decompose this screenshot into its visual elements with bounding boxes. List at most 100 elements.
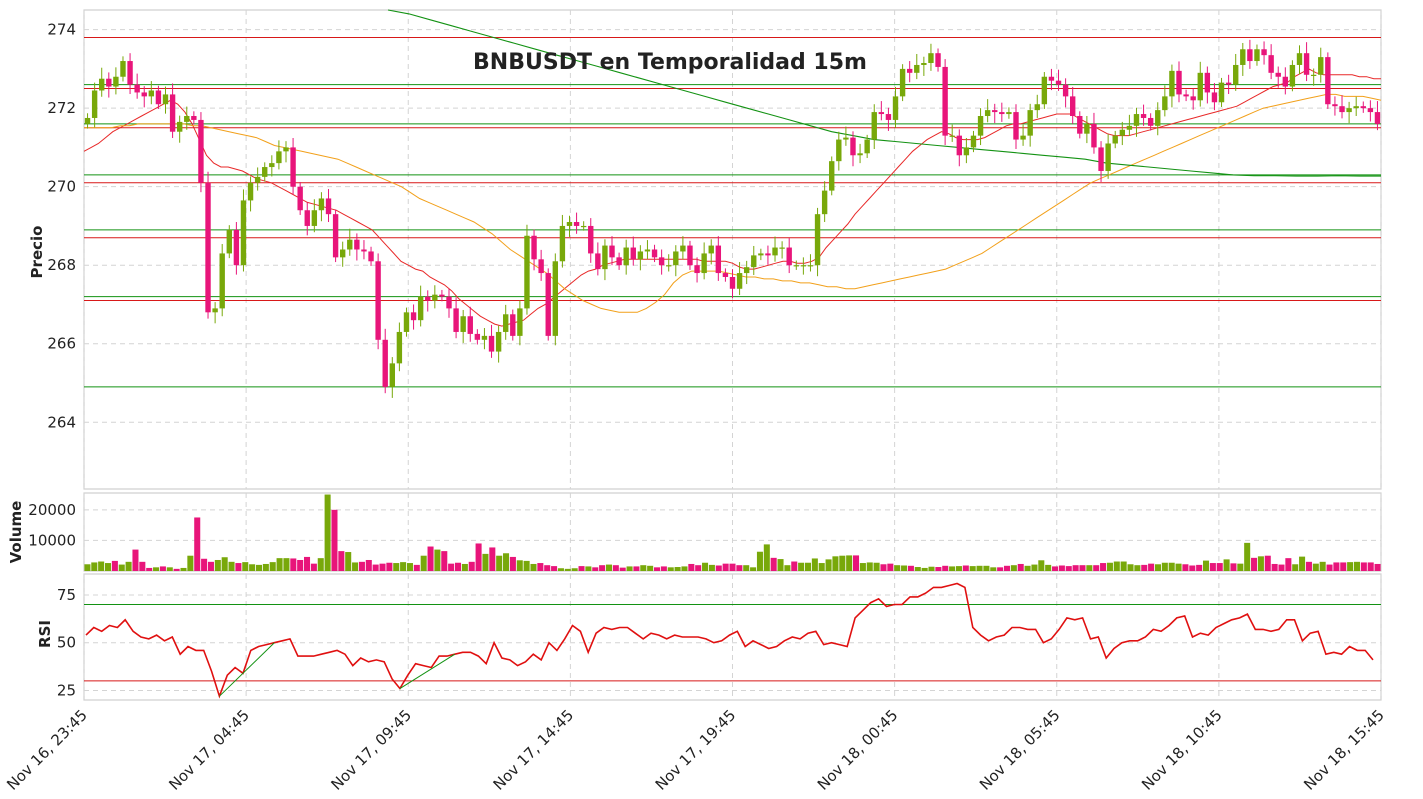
candle-body (984, 110, 991, 117)
volume-bar (1045, 564, 1052, 571)
candle-body (233, 229, 240, 266)
candle-body (836, 139, 842, 162)
rsi-trendline (219, 642, 275, 697)
volume-bar (832, 556, 839, 571)
candle-body (1027, 110, 1033, 136)
volume-bar (413, 564, 420, 571)
volume-bar (1319, 561, 1326, 571)
volume-bar (98, 561, 105, 571)
candle-body (1240, 49, 1246, 65)
candle-body (1218, 82, 1225, 103)
candle-body (1084, 123, 1090, 134)
y-tick-label: 264 (47, 413, 76, 431)
volume-bar (1285, 558, 1292, 571)
candle-body (361, 249, 367, 252)
candle-body (545, 273, 551, 336)
candle-body (595, 253, 601, 270)
candle-body (524, 235, 530, 309)
volume-bar (1292, 564, 1299, 571)
volume-bar (125, 561, 132, 571)
volume-bar (962, 565, 969, 571)
candle-body (850, 137, 856, 156)
volume-bar (592, 567, 599, 571)
candle-body (970, 135, 977, 148)
volume-bar (1360, 562, 1367, 571)
volume-bar (420, 555, 427, 571)
volume-bar (400, 562, 407, 571)
candle-body (205, 182, 211, 313)
candle-body (999, 112, 1005, 115)
volume-bar (571, 568, 578, 571)
volume-bar (489, 547, 496, 571)
volume-bar (207, 561, 214, 571)
volume-bar (118, 564, 125, 571)
candle-body (1119, 129, 1126, 136)
candle-body (673, 251, 679, 266)
candle-body (1077, 116, 1083, 134)
volume-bar (633, 566, 640, 571)
candle-body (871, 112, 877, 140)
volume-bar (214, 559, 221, 571)
rsi-plot (84, 582, 1381, 699)
volume-bar (201, 558, 208, 571)
candle-body (382, 339, 388, 387)
candle-body (694, 265, 700, 274)
volume-bar (386, 562, 393, 571)
volume-bar (1374, 563, 1381, 571)
volume-bar (372, 564, 379, 571)
candle-body (885, 114, 892, 120)
candle-body (779, 247, 785, 249)
candle-body (460, 316, 466, 332)
candle-body (892, 96, 899, 120)
candle-body (1155, 110, 1161, 126)
volume-bar (695, 565, 702, 571)
volume-bar (1052, 566, 1059, 571)
volume-bar (736, 565, 743, 571)
volume-bar (146, 567, 153, 571)
volume-bar (955, 566, 962, 571)
candle-body (666, 265, 672, 267)
candle-body (347, 239, 353, 250)
candle-body (680, 245, 686, 252)
candle-body (269, 163, 275, 168)
candle-body (1140, 114, 1147, 118)
candle-body (191, 116, 197, 120)
candle-body (793, 265, 799, 267)
candle-body (722, 273, 729, 277)
volume-bar (317, 558, 324, 571)
volume-bar (111, 560, 118, 571)
volume-bar (132, 549, 139, 571)
candle-body (510, 314, 516, 336)
volume-bar (352, 562, 359, 571)
volume-bar (1127, 564, 1134, 571)
candle-body (212, 308, 218, 313)
x-tick-label: Nov 17, 19:45 (652, 706, 740, 794)
volume-bar (84, 564, 91, 571)
volume-bar (777, 559, 784, 571)
volume-bar (482, 553, 489, 571)
candle-body (155, 90, 162, 105)
candle-body (1162, 96, 1168, 111)
volume-bar (818, 563, 825, 571)
candle-body (821, 190, 828, 215)
volume-bar (393, 563, 400, 571)
volume-bar (166, 567, 173, 571)
candle-body (1332, 104, 1338, 107)
volume-bar (1264, 555, 1271, 571)
y-tick-label: 10000 (28, 531, 76, 549)
candle-body (566, 222, 573, 226)
candle-body (829, 161, 835, 191)
candle-body (184, 116, 190, 122)
candle-body (290, 147, 296, 187)
candle-body (1105, 143, 1111, 171)
volume-bar (983, 565, 990, 571)
candle-body (651, 249, 658, 258)
volume-bar (544, 565, 551, 571)
sma-long-line (387, 9, 1381, 177)
volume-bar (249, 564, 256, 571)
volume-bar (1168, 562, 1175, 571)
candle-body (772, 247, 778, 256)
candle-body (1034, 104, 1040, 111)
volume-bar (612, 565, 619, 571)
